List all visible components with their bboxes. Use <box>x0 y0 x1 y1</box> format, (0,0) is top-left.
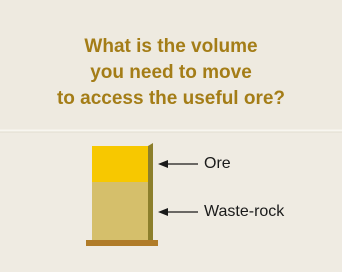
ore-label: Ore <box>204 155 231 172</box>
waste-rock-label: Waste-rock <box>204 203 285 220</box>
waste-rock-block <box>92 182 148 240</box>
ore-block <box>92 146 148 182</box>
title-line: to access the useful ore? <box>57 88 285 109</box>
title-line: What is the volume <box>84 36 257 57</box>
base-plate <box>86 240 158 246</box>
rock-column <box>86 143 158 246</box>
column-side <box>148 143 153 240</box>
page: What is the volume you need to move to a… <box>0 0 342 272</box>
infographic: What is the volume you need to move to a… <box>0 0 342 272</box>
title-line: you need to move <box>90 62 252 83</box>
